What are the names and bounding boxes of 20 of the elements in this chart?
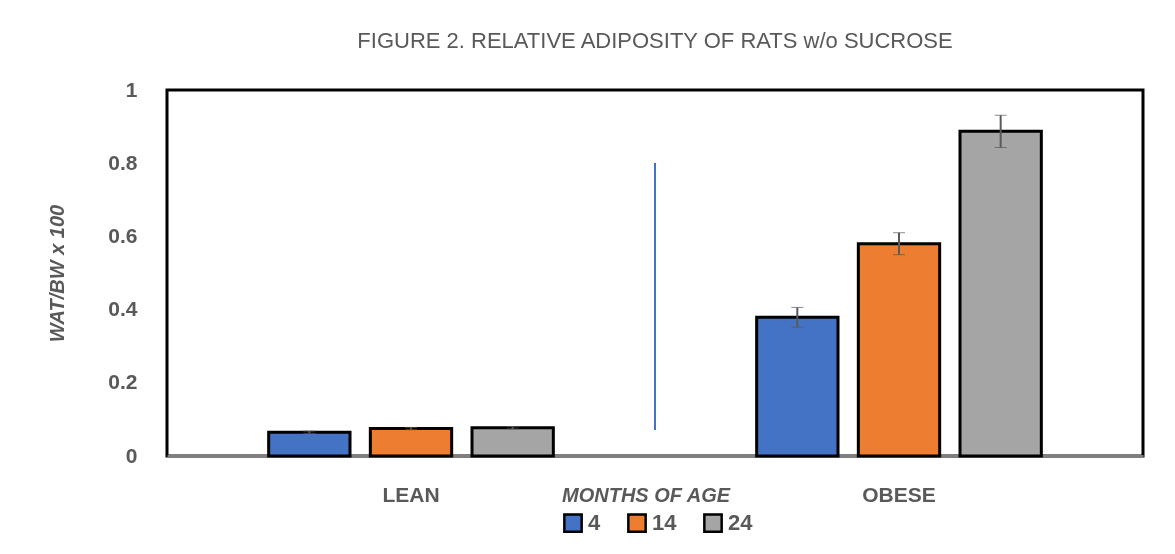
chart-title: FIGURE 2. RELATIVE ADIPOSITY OF RATS w/o SUCROSE: [357, 28, 953, 53]
bar: [856, 242, 942, 458]
y-tick-label: 0.8: [108, 150, 138, 174]
bar: [958, 129, 1043, 458]
bar: [755, 315, 840, 458]
y-tick-label: 1: [125, 77, 138, 101]
legend-title: MONTHS OF AGE: [562, 484, 731, 506]
bar: [267, 430, 352, 458]
y-tick-label: 0.4: [108, 297, 138, 321]
y-tick-label: 0.6: [108, 223, 138, 247]
y-axis-title: WAT/BW x 100: [46, 204, 69, 343]
legend-label: 14: [652, 510, 678, 536]
legend-label: 4: [588, 510, 601, 536]
bar: [368, 427, 454, 458]
y-tick-label: 0.2: [108, 370, 138, 394]
x-tick-label: OBESE: [862, 482, 936, 506]
y-tick-label: 0: [125, 443, 138, 467]
x-tick-label: LEAN: [382, 482, 440, 506]
bar: [470, 426, 555, 458]
legend-label: 24: [728, 510, 754, 536]
